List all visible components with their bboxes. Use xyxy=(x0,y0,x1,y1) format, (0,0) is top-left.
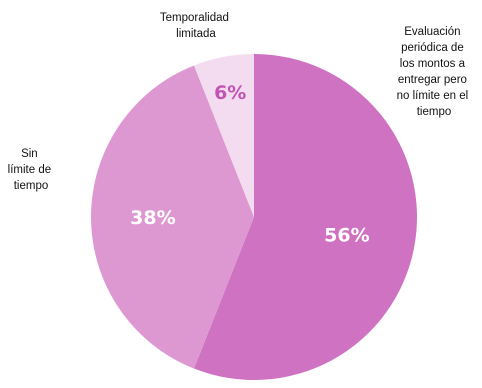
percent-label-evaluacion: 56% xyxy=(324,225,369,247)
category-label-evaluacion: Evaluación periódica de los montos a ent… xyxy=(397,26,472,118)
category-label-sin-limite: Sin límite de tiempo xyxy=(8,148,55,192)
category-label-temporalidad: Temporalidad limitada xyxy=(160,12,232,40)
percent-label-sin-limite: 38% xyxy=(130,207,175,229)
percent-label-temporalidad: 6% xyxy=(214,82,246,104)
